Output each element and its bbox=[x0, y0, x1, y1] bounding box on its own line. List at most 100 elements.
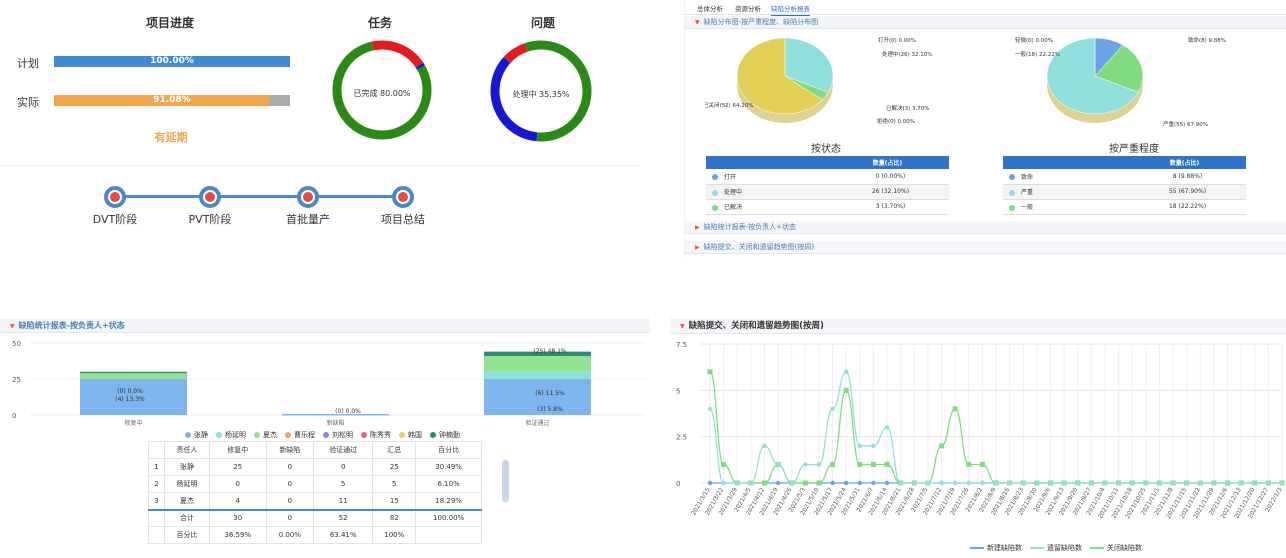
task-title: 任务 bbox=[367, 16, 392, 30]
series-point bbox=[871, 480, 876, 486]
status-row-value: 3 (3.70%) bbox=[826, 199, 949, 215]
owner-status-title: 缺陷统计报表-按负责人+状态 bbox=[18, 321, 125, 330]
table-row: 1 张静 25 0 0 25 30.49% bbox=[148, 458, 482, 476]
bar-data-label: (0) 0.0% bbox=[117, 388, 143, 395]
series-point bbox=[1184, 480, 1189, 486]
owner-cell: 3 bbox=[148, 492, 165, 510]
table-scrollbar[interactable] bbox=[502, 460, 509, 502]
tab-defect-report[interactable]: 缺陷分析报表 bbox=[771, 3, 810, 17]
legend-item[interactable]: 钟楠勤 bbox=[430, 431, 460, 439]
legend-item[interactable]: 张静 bbox=[185, 431, 208, 439]
severity-table-corner bbox=[1003, 156, 1123, 169]
status-row-name: 处理中 bbox=[706, 184, 826, 200]
status-pie: 打开(0) 0.00% 处理中(26) 32.10% 已解决(3) 3.70% 拒绝(… bbox=[705, 36, 933, 125]
series-point bbox=[761, 480, 767, 486]
series-point bbox=[1157, 480, 1162, 486]
legend-item[interactable]: 杨延明 bbox=[216, 431, 246, 439]
actual-bar-fill bbox=[54, 95, 269, 106]
owner-cell: 100.00% bbox=[415, 509, 482, 527]
series-point bbox=[1279, 480, 1285, 486]
bar-data-label: (25) 48.1% bbox=[533, 348, 567, 355]
legend-item[interactable]: 关闭缺陷数 bbox=[1090, 544, 1142, 552]
pie-label-0: 轻微(0) 0.00% bbox=[1015, 36, 1053, 44]
owner-cell: 6.10% bbox=[415, 475, 482, 493]
tab-overall[interactable]: 总体分析 bbox=[697, 5, 723, 13]
y-tick-label: 5 bbox=[676, 387, 680, 395]
expand-icon: ▶ bbox=[695, 244, 700, 251]
section-owner-status[interactable]: ▶ 缺陷统计报表-按负责人+状态 bbox=[685, 221, 1286, 234]
series-point bbox=[884, 480, 890, 486]
legend-item[interactable]: 夏杰 bbox=[254, 431, 277, 439]
owner-status-panel: ▼ 缺陷统计报表-按负责人+状态 50 25 0 修复中 新缺陷 验证通过 (0) 0.0%(… bbox=[0, 318, 650, 558]
bar-data-label: (4) 13.3% bbox=[115, 396, 145, 403]
severity-row-label: 一般 bbox=[1021, 204, 1034, 211]
legend-dot-icon bbox=[185, 432, 191, 438]
series-point bbox=[816, 480, 822, 486]
series-point bbox=[952, 480, 958, 486]
series-point bbox=[1021, 480, 1026, 486]
series-point bbox=[952, 406, 958, 412]
stage-label-pvt: PVT阶段 bbox=[188, 213, 232, 226]
status-row-label: 处理中 bbox=[724, 189, 743, 196]
owner-cell: 0 bbox=[265, 509, 315, 527]
table-row: 已解决 3 (3.70%) bbox=[706, 199, 949, 215]
legend-label: 陈秀秀 bbox=[370, 431, 391, 439]
owner-cell: 0 bbox=[265, 458, 315, 476]
task-donut bbox=[332, 40, 432, 140]
pie-label-1: 处理中(26) 32.10% bbox=[882, 50, 933, 58]
series-point bbox=[1089, 480, 1094, 486]
severity-row-label: 致命 bbox=[1021, 173, 1034, 181]
x-tick-label: 修复中 bbox=[124, 419, 142, 427]
progress-panel: 项目进度 计划 100.00% 实际 91.08% 有延期 任务 已完成 80.… bbox=[0, 0, 640, 300]
series-point bbox=[803, 462, 808, 467]
donut-segment-1 bbox=[503, 43, 528, 64]
series-point bbox=[979, 461, 985, 467]
legend-item[interactable]: 曹乐程 bbox=[285, 431, 315, 439]
section-trend[interactable]: ▶ 缺陷提交、关闭和遗留趋势图(按周) bbox=[685, 241, 1286, 254]
owner-cell: 5 bbox=[313, 475, 374, 493]
series-point bbox=[857, 443, 863, 449]
trend-header[interactable]: ▼ 缺陷提交、关闭和遗留趋势图(按周) bbox=[670, 318, 1286, 334]
owner-table-header: 责任人 修复中 新缺陷 验证通过 汇总 百分比 bbox=[148, 441, 482, 459]
stage-dot-1[interactable] bbox=[104, 186, 126, 208]
stage-label-dvt: DVT阶段 bbox=[92, 213, 138, 226]
series-point bbox=[939, 480, 944, 486]
owner-table-head: 责任人 bbox=[164, 441, 210, 459]
stage-dot-4[interactable] bbox=[392, 186, 414, 208]
legend-item[interactable]: 陈秀秀 bbox=[361, 431, 391, 439]
series-point bbox=[748, 480, 754, 486]
pie-label-0: 打开(0) 0.00% bbox=[878, 36, 916, 44]
severity-table-col: 数量(占比) bbox=[1123, 156, 1246, 169]
series-point bbox=[1061, 480, 1067, 486]
owner-cell: 4 bbox=[208, 492, 267, 510]
owner-status-header[interactable]: ▼ 缺陷统计报表-按负责人+状态 bbox=[0, 318, 650, 333]
severity-table: 数量(占比) 致命 8 (9.88%) 严重 55 (67.90%) 一般 18 (2… bbox=[1003, 156, 1246, 215]
owner-table-head: 百分比 bbox=[415, 441, 482, 459]
collapse-icon: ▼ bbox=[680, 323, 685, 330]
status-row-name: 已解决 bbox=[706, 199, 826, 215]
series-point bbox=[1102, 480, 1108, 486]
legend-dot-icon bbox=[430, 432, 436, 438]
stage-dot-2[interactable] bbox=[199, 186, 221, 208]
owner-cell: 0 bbox=[265, 475, 315, 493]
series-point bbox=[721, 461, 727, 467]
series-point bbox=[830, 406, 835, 412]
legend-label: 夏杰 bbox=[263, 431, 277, 439]
series-point bbox=[870, 461, 876, 467]
stage-label-mp: 首批量产 bbox=[286, 213, 330, 226]
series-point bbox=[939, 443, 945, 449]
legend-item[interactable]: 遗留缺陷数 bbox=[1030, 544, 1082, 552]
tab-resource[interactable]: 资源分析 bbox=[735, 5, 761, 13]
stage-dot-3[interactable] bbox=[297, 186, 319, 208]
plan-bar-fill bbox=[54, 56, 290, 67]
section-distribution[interactable]: ▼ 缺陷分布图-按严重程度、缺陷分布图 bbox=[685, 16, 1286, 29]
owner-cell: 百分比 bbox=[164, 526, 210, 544]
bar-data-label: (0) 0.0% bbox=[335, 408, 361, 415]
series-point bbox=[802, 480, 808, 486]
owner-cell: 0 bbox=[265, 492, 315, 510]
pie-slice-处理中 bbox=[784, 37, 834, 93]
legend-item[interactable]: 刘松明 bbox=[323, 431, 353, 439]
legend-item[interactable]: 韩国 bbox=[399, 431, 422, 439]
legend-item[interactable]: 新建缺陷数 bbox=[970, 544, 1022, 552]
section-distribution-title: 缺陷分布图-按严重程度、缺陷分布图 bbox=[703, 18, 819, 26]
